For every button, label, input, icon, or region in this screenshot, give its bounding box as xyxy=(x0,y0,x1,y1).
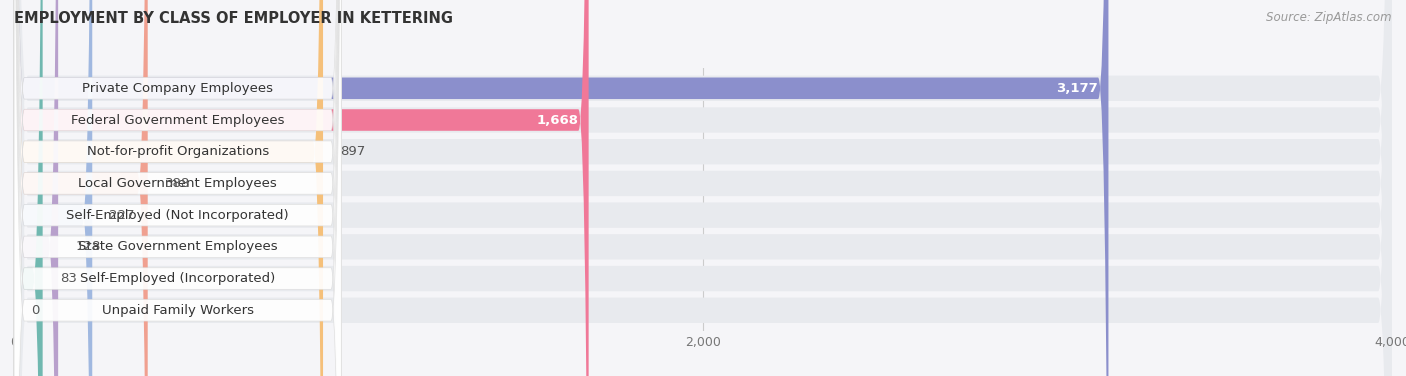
Text: Local Government Employees: Local Government Employees xyxy=(79,177,277,190)
FancyBboxPatch shape xyxy=(14,0,1108,376)
FancyBboxPatch shape xyxy=(14,0,58,376)
Text: 3,177: 3,177 xyxy=(1056,82,1098,95)
Text: State Government Employees: State Government Employees xyxy=(77,240,277,253)
FancyBboxPatch shape xyxy=(14,0,1392,376)
FancyBboxPatch shape xyxy=(14,0,342,376)
Text: Federal Government Employees: Federal Government Employees xyxy=(70,114,284,126)
FancyBboxPatch shape xyxy=(14,0,93,376)
Text: Source: ZipAtlas.com: Source: ZipAtlas.com xyxy=(1267,11,1392,24)
Text: 388: 388 xyxy=(165,177,190,190)
Text: 83: 83 xyxy=(60,272,77,285)
FancyBboxPatch shape xyxy=(14,0,1392,376)
FancyBboxPatch shape xyxy=(14,0,342,376)
Text: Unpaid Family Workers: Unpaid Family Workers xyxy=(101,304,253,317)
FancyBboxPatch shape xyxy=(14,0,148,376)
Text: Self-Employed (Not Incorporated): Self-Employed (Not Incorporated) xyxy=(66,209,290,221)
FancyBboxPatch shape xyxy=(14,0,589,376)
Text: 128: 128 xyxy=(76,240,101,253)
FancyBboxPatch shape xyxy=(14,0,1392,376)
FancyBboxPatch shape xyxy=(14,0,42,376)
FancyBboxPatch shape xyxy=(14,0,342,376)
Text: 0: 0 xyxy=(31,304,39,317)
FancyBboxPatch shape xyxy=(14,0,1392,376)
FancyBboxPatch shape xyxy=(14,0,342,376)
FancyBboxPatch shape xyxy=(14,0,1392,376)
FancyBboxPatch shape xyxy=(14,0,1392,376)
Text: 897: 897 xyxy=(340,145,366,158)
FancyBboxPatch shape xyxy=(14,0,323,376)
FancyBboxPatch shape xyxy=(14,0,342,376)
FancyBboxPatch shape xyxy=(14,0,1392,376)
FancyBboxPatch shape xyxy=(14,0,342,376)
Text: 1,668: 1,668 xyxy=(536,114,578,126)
Text: EMPLOYMENT BY CLASS OF EMPLOYER IN KETTERING: EMPLOYMENT BY CLASS OF EMPLOYER IN KETTE… xyxy=(14,11,453,26)
FancyBboxPatch shape xyxy=(14,0,1392,376)
Text: Not-for-profit Organizations: Not-for-profit Organizations xyxy=(87,145,269,158)
Text: Private Company Employees: Private Company Employees xyxy=(82,82,273,95)
Text: Self-Employed (Incorporated): Self-Employed (Incorporated) xyxy=(80,272,276,285)
FancyBboxPatch shape xyxy=(14,0,342,376)
Text: 227: 227 xyxy=(110,209,135,221)
FancyBboxPatch shape xyxy=(14,0,342,376)
